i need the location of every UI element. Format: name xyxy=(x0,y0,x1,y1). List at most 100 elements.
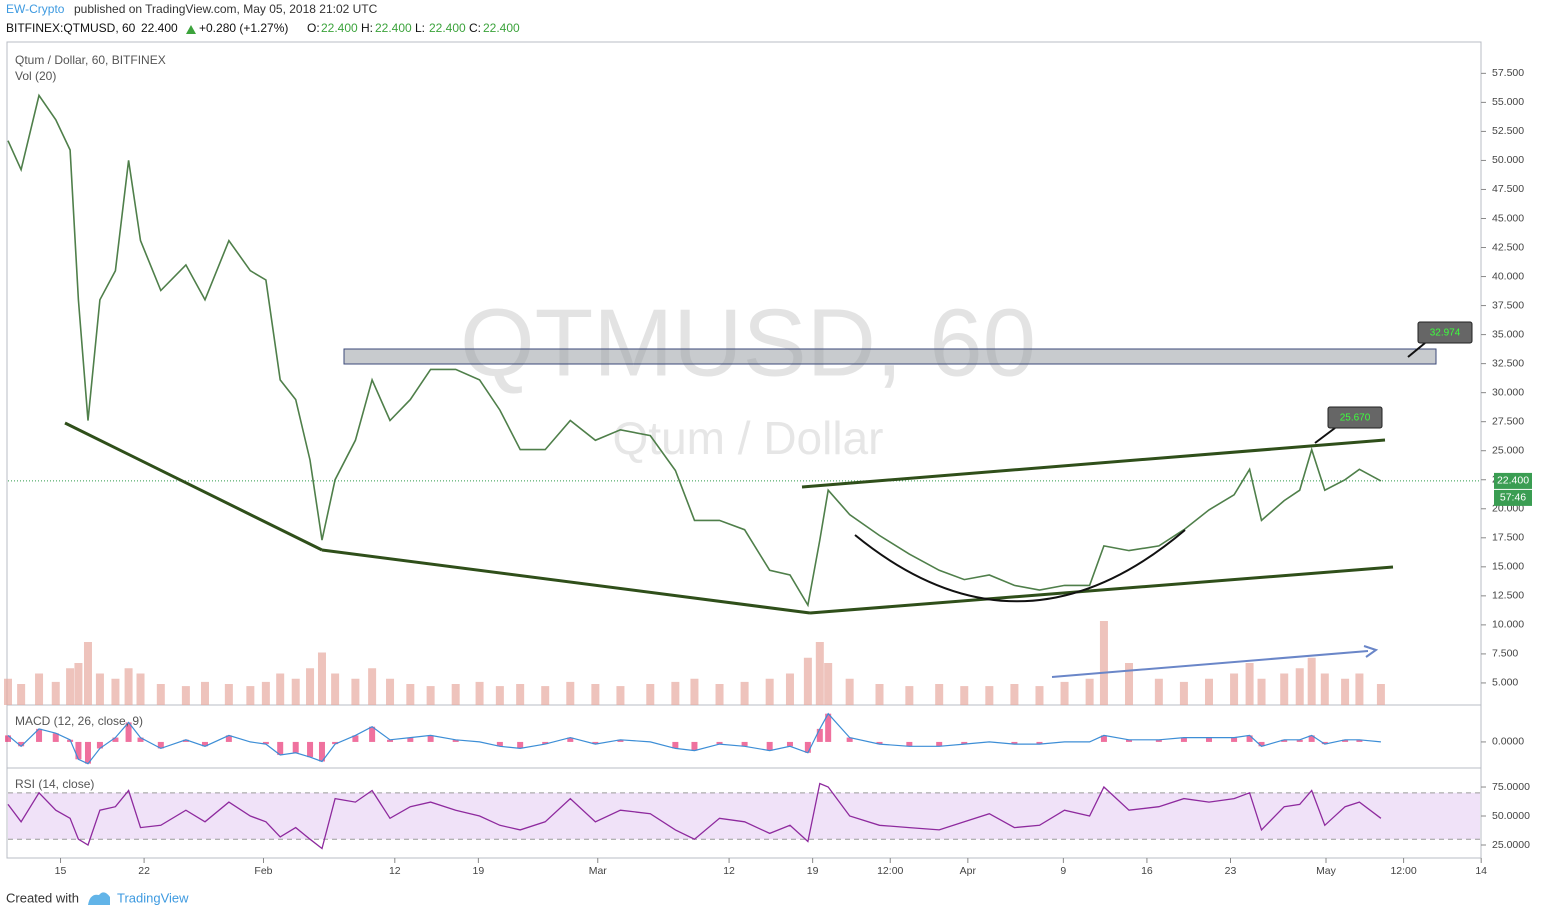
volume-bar xyxy=(715,684,724,705)
macd-hist xyxy=(741,741,748,747)
macd-hist xyxy=(1126,739,1133,742)
macd-hist xyxy=(332,741,339,745)
volume-bar xyxy=(51,681,60,705)
y-tick-label: 50.0000 xyxy=(1492,810,1530,822)
volume-bar xyxy=(17,684,26,705)
macd-hist xyxy=(672,741,679,749)
macd-hist xyxy=(1342,739,1349,742)
volume-bar xyxy=(351,678,360,705)
x-tick-label: 12:00 xyxy=(1390,865,1416,877)
volume-arrow xyxy=(1051,650,1369,678)
y-tick-label: 45.000 xyxy=(1492,212,1524,224)
y-tick-label: 55.000 xyxy=(1492,96,1524,108)
macd-hist xyxy=(1155,739,1162,742)
macd-hist xyxy=(766,741,773,751)
countdown-box xyxy=(1494,489,1532,506)
ohlc-label: H: xyxy=(361,21,373,35)
macd-hist xyxy=(1036,741,1043,745)
volume-bar xyxy=(451,684,460,705)
macd-hist xyxy=(691,741,698,751)
macd-hist xyxy=(786,741,793,747)
macd-hist xyxy=(906,741,913,747)
price-label: 22.400 xyxy=(1497,475,1529,487)
macd-hist xyxy=(846,737,853,742)
y-tick-label: 0.0000 xyxy=(1492,736,1524,748)
volume-bar xyxy=(1320,673,1329,705)
macd-hist xyxy=(75,741,82,760)
countdown: 57:46 xyxy=(1500,492,1526,504)
volume-bar xyxy=(671,681,680,705)
volume-bar xyxy=(1035,686,1044,705)
macd-hist xyxy=(96,741,103,749)
volume-bar xyxy=(1230,673,1239,705)
trendlines xyxy=(64,421,1394,615)
ohlc-value: 22.400 xyxy=(483,21,520,35)
volume-bar xyxy=(35,673,44,705)
macd-hist xyxy=(517,741,524,749)
volume-bar xyxy=(475,681,484,705)
resistance-zone xyxy=(343,348,1437,365)
macd-hist xyxy=(542,741,549,745)
y-tick-label: 27.500 xyxy=(1492,415,1524,427)
macd-hist xyxy=(182,739,189,742)
y-tick-label: 75.0000 xyxy=(1492,781,1530,793)
macd-hist xyxy=(617,739,624,742)
macd-hist xyxy=(1258,741,1265,747)
y-tick-label: 25.000 xyxy=(1492,444,1524,456)
macd-hist xyxy=(592,741,599,745)
volume-bar xyxy=(124,668,133,705)
footer-created: Created with xyxy=(6,890,79,905)
callout-label: 32.974 xyxy=(1430,328,1461,339)
x-tick-label: May xyxy=(1316,865,1337,877)
volume-bar xyxy=(803,657,812,705)
macd-hist xyxy=(876,741,883,745)
symbol: BITFINEX:QTMUSD, 60 xyxy=(6,21,136,35)
up-arrow xyxy=(186,25,196,34)
macd-hist xyxy=(452,739,459,742)
trendline xyxy=(801,438,1386,489)
macd-line xyxy=(7,712,1381,765)
volume-bar xyxy=(935,684,944,705)
volume-bar xyxy=(905,686,914,705)
volume-bar xyxy=(1060,681,1069,705)
y-tick-label: 52.500 xyxy=(1492,125,1524,137)
volume-bar xyxy=(83,642,92,705)
y-tick-label: 42.500 xyxy=(1492,241,1524,253)
volume-bar xyxy=(960,686,969,705)
legend-main: Qtum / Dollar, 60, BITFINEX xyxy=(15,53,166,67)
x-tick-label: 12:00 xyxy=(877,865,903,877)
macd-hist xyxy=(1231,737,1238,742)
x-tick-label: Feb xyxy=(254,865,272,877)
plot-layer: 5.0007.50010.00012.50015.00017.50020.000… xyxy=(4,67,1532,877)
ohlc: O: 22.400 H: 22.400 L: 22.400 C: 22.400 xyxy=(307,21,520,35)
macd-hist xyxy=(716,741,723,745)
callout-box xyxy=(1327,406,1383,429)
y-tick-label: 25.0000 xyxy=(1492,839,1530,851)
y-tick-label: 15.000 xyxy=(1492,561,1524,573)
macd-hist xyxy=(112,737,119,742)
y-tick-label: 5.000 xyxy=(1492,677,1518,689)
macd-hist xyxy=(36,728,43,742)
macd-hist xyxy=(318,741,325,762)
ohlc-label: L: xyxy=(415,21,425,35)
volume-bar xyxy=(740,681,749,705)
macd-hist xyxy=(1308,735,1315,742)
ohlc-value: 22.400 xyxy=(375,21,412,35)
x-tick-label: 16 xyxy=(1141,865,1153,877)
author[interactable]: EW-Crypto xyxy=(6,2,65,16)
macd-hist xyxy=(1296,739,1303,742)
volume-bar xyxy=(1355,673,1364,705)
x-tick-label: 19 xyxy=(807,865,819,877)
volume-bar xyxy=(616,686,625,705)
volume-bar xyxy=(1154,678,1163,705)
y-tick-label: 10.000 xyxy=(1492,619,1524,631)
volume-bar xyxy=(516,684,525,705)
y-tick-label: 12.500 xyxy=(1492,590,1524,602)
y-tick-label: 30.000 xyxy=(1492,386,1524,398)
x-tick-label: 9 xyxy=(1060,865,1066,877)
macd-hist xyxy=(262,741,269,745)
volume-bar xyxy=(785,673,794,705)
footer-brand[interactable]: TradingView xyxy=(117,890,189,905)
